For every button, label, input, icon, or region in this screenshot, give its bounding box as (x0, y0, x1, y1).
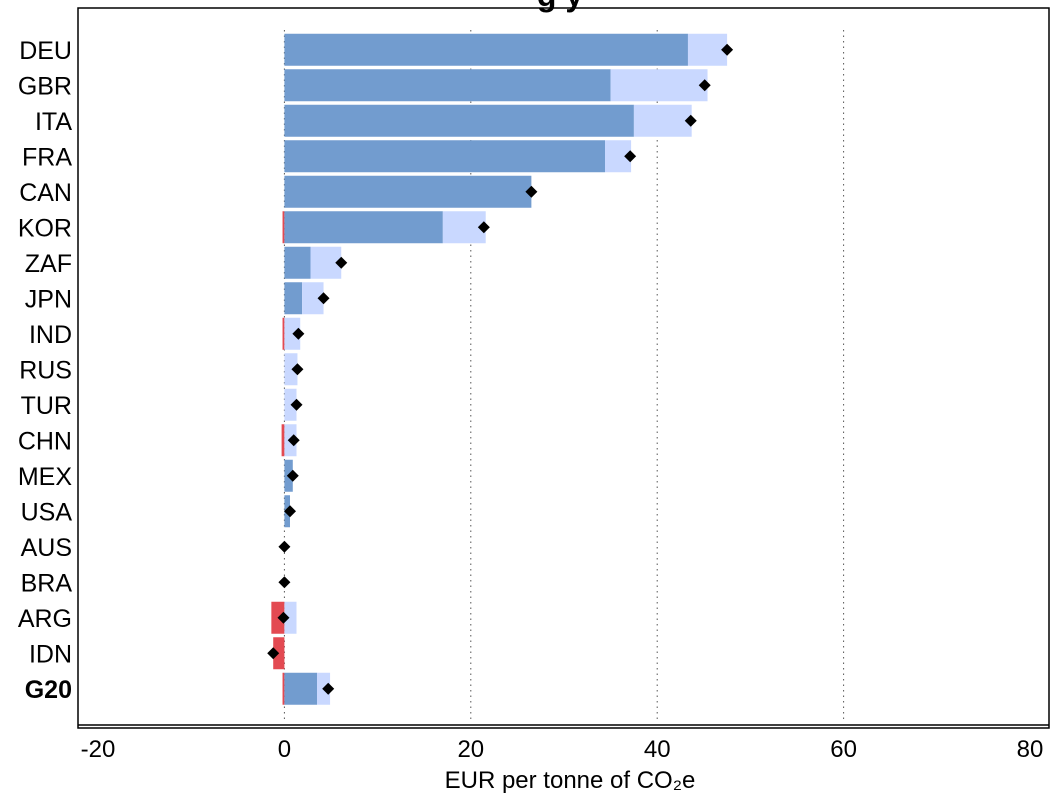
bar-base (284, 33, 688, 66)
x-tick-label: 20 (457, 736, 484, 763)
total-marker (721, 43, 734, 56)
x-tick-label: 60 (830, 736, 857, 763)
bar-increment (284, 317, 301, 350)
x-tick-labels: -20 0 20 40 60 80 (81, 736, 1044, 763)
category-label: IND (29, 321, 72, 349)
bar-base (284, 69, 611, 102)
x-axis-title: EUR per tonne of CO₂e (445, 767, 696, 794)
category-label: KOR (18, 214, 72, 242)
bar-increment (284, 353, 298, 386)
total-marker (286, 469, 299, 482)
bar-negative (281, 424, 285, 457)
bar-base (284, 211, 443, 244)
category-label: BRA (21, 569, 73, 597)
bar-negative (282, 317, 285, 350)
bar-increment (284, 388, 297, 421)
bar-increment (687, 33, 728, 66)
bar-increment (610, 69, 708, 102)
category-label: CAN (19, 179, 72, 207)
total-marker (322, 682, 335, 695)
total-marker (267, 647, 280, 660)
category-label: JPN (25, 285, 72, 313)
category-label: AUS (21, 534, 72, 562)
total-marker (287, 434, 300, 447)
category-label: RUS (19, 356, 72, 384)
category-label: ZAF (25, 250, 72, 278)
total-marker (477, 221, 490, 234)
total-marker (292, 327, 305, 340)
bar-negative (282, 672, 285, 705)
total-marker (277, 611, 290, 624)
total-marker (317, 292, 330, 305)
category-label: ARG (18, 605, 72, 633)
x-tick-label: 0 (278, 736, 291, 763)
total-marker (278, 540, 291, 553)
bar-base (284, 246, 311, 279)
total-marker (698, 79, 711, 92)
category-label: G20 (25, 676, 72, 704)
x-tick-label: 40 (644, 736, 671, 763)
category-label: TUR (21, 392, 72, 420)
category-labels: DEU GBR ITA FRA CAN KOR ZAF JPN IND RUS TUR CHN MEX U… (18, 37, 73, 704)
category-label: USA (21, 498, 73, 526)
category-label: FRA (22, 143, 72, 171)
total-marker (283, 505, 296, 518)
plot-frame (77, 7, 1050, 729)
chart-title: g y (537, 0, 583, 13)
bar-base (284, 140, 606, 173)
category-label: IDN (29, 640, 72, 668)
marker-layer (267, 43, 734, 695)
total-marker (335, 256, 348, 269)
total-marker (624, 150, 637, 163)
total-marker (684, 114, 697, 127)
bar-negative (282, 211, 285, 244)
bar-base (284, 104, 634, 137)
total-marker (525, 185, 538, 198)
x-tick-label: -20 (81, 736, 116, 763)
bar-layer (271, 33, 728, 705)
x-tick-label: 80 (1017, 736, 1044, 763)
bar-base (284, 175, 532, 208)
bar-base (284, 672, 318, 705)
bar-base (284, 282, 303, 315)
bar-increment (302, 282, 324, 315)
total-marker (291, 363, 304, 376)
category-label: GBR (18, 72, 72, 100)
category-label: ITA (35, 108, 72, 136)
total-marker (278, 576, 291, 589)
bar-increment (284, 601, 297, 634)
total-marker (290, 398, 303, 411)
category-label: CHN (18, 427, 72, 455)
bar-increment (633, 104, 692, 137)
category-label: DEU (19, 37, 72, 65)
category-label: MEX (18, 463, 73, 491)
